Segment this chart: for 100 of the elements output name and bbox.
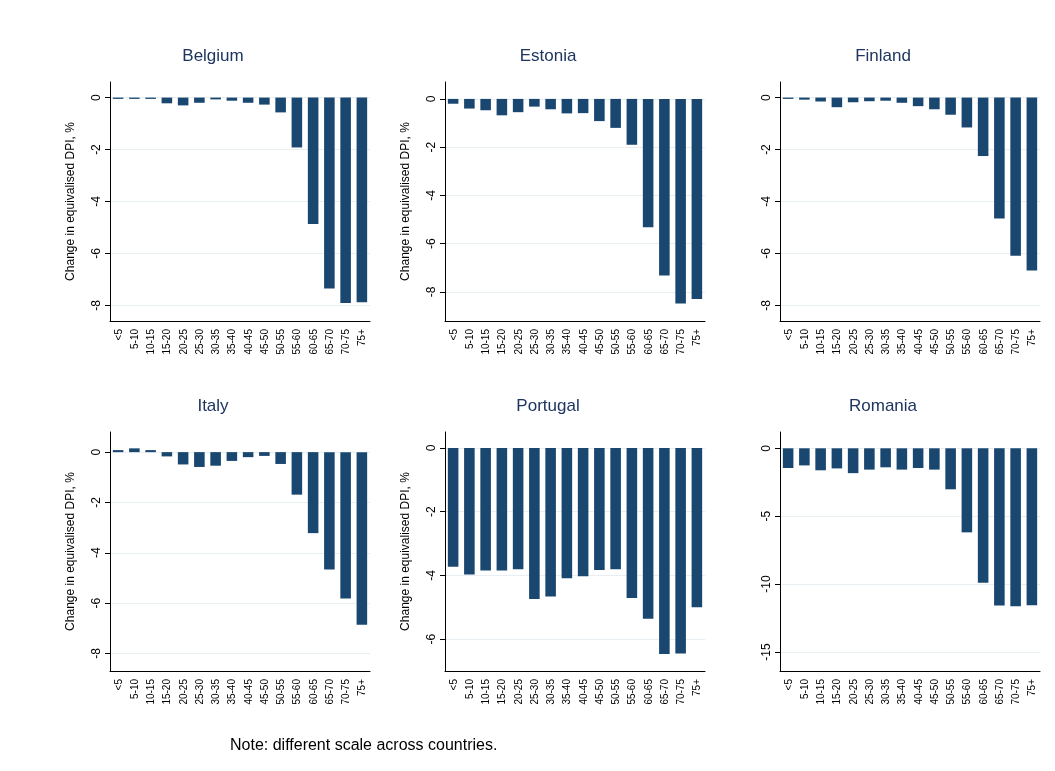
x-tick-label: 75+ <box>1026 328 1038 346</box>
x-tick-label: 10-15 <box>145 328 157 355</box>
y-tick-label: -2 <box>424 141 438 153</box>
y-tick-label: -8 <box>89 299 103 311</box>
x-tick-label: 65-70 <box>658 328 670 355</box>
x-tick-label: 20-25 <box>512 678 524 705</box>
x-tick-label: 30-35 <box>545 678 557 705</box>
x-tick-label: 15-20 <box>831 328 843 355</box>
x-tick-label: 70-75 <box>675 328 687 355</box>
x-tick-label: 45-50 <box>928 678 940 705</box>
y-tick-label: -2 <box>89 496 103 508</box>
x-tick-label: 35-40 <box>226 328 238 355</box>
x-tick-label: 25-30 <box>528 678 540 705</box>
y-tick-label: 0 <box>89 448 103 456</box>
x-tick-label: 55-60 <box>961 328 973 355</box>
x-tick-label: <5 <box>782 328 794 341</box>
y-tick-label: -8 <box>89 647 103 659</box>
x-tick-label: 50-55 <box>610 678 622 705</box>
y-tick-label: -10 <box>759 575 773 593</box>
y-tick-label: -6 <box>89 247 103 259</box>
x-tick-label: 25-30 <box>863 328 875 355</box>
y-axis-title: Change in equivalised DPI, % <box>398 471 412 631</box>
x-tick-label: 55-60 <box>291 678 303 705</box>
x-tick-label: 45-50 <box>593 678 605 705</box>
x-tick-label: 30-35 <box>880 328 892 355</box>
y-axis-title: Change in equivalised DPI, % <box>398 121 412 281</box>
x-tick-label: 60-65 <box>977 328 989 355</box>
x-tick-label: 15-20 <box>161 678 173 705</box>
x-tick-label: 45-50 <box>928 328 940 355</box>
y-tick-label: -6 <box>759 247 773 259</box>
x-tick-label: 30-35 <box>880 678 892 705</box>
chart-title: Finland <box>855 46 911 65</box>
y-axis-title: Change in equivalised DPI, % <box>63 121 77 281</box>
x-tick-label: 20-25 <box>177 678 189 705</box>
x-tick-label: 40-45 <box>912 328 924 355</box>
x-tick-label: 25-30 <box>528 328 540 355</box>
x-tick-label: 40-45 <box>577 678 589 705</box>
x-tick-label: 50-55 <box>945 328 957 355</box>
x-tick-label: 35-40 <box>561 678 573 705</box>
x-tick-label: 5-10 <box>798 328 810 350</box>
x-tick-label: 60-65 <box>642 678 654 705</box>
x-tick-label: 35-40 <box>561 328 573 355</box>
x-tick-label: 30-35 <box>210 328 222 355</box>
y-tick-label: -4 <box>89 195 103 207</box>
x-tick-label: 5-10 <box>128 678 140 700</box>
x-tick-label: 60-65 <box>307 328 319 355</box>
chart-title: Romania <box>848 396 918 415</box>
x-tick-label: 35-40 <box>896 678 908 705</box>
x-tick-label: 25-30 <box>863 678 875 705</box>
x-tick-label: 50-55 <box>610 328 622 355</box>
x-tick-label: 40-45 <box>242 678 254 705</box>
x-tick-label: <5 <box>112 678 124 691</box>
x-tick-label: 65-70 <box>323 328 335 355</box>
x-tick-label: 40-45 <box>912 678 924 705</box>
x-tick-label: 5-10 <box>128 328 140 350</box>
x-tick-label: <5 <box>782 678 794 691</box>
x-tick-label: 10-15 <box>815 328 827 355</box>
x-tick-label: 20-25 <box>847 678 859 705</box>
x-tick-label: 45-50 <box>258 678 270 705</box>
x-tick-label: 55-60 <box>961 678 973 705</box>
x-tick-label: 5-10 <box>463 678 475 700</box>
y-tick-label: 0 <box>424 444 438 452</box>
x-tick-label: 5-10 <box>463 328 475 350</box>
x-tick-label: 10-15 <box>480 678 492 705</box>
x-tick-label: 65-70 <box>993 328 1005 355</box>
y-tick-label: 0 <box>424 95 438 103</box>
y-tick-label: -2 <box>89 143 103 155</box>
y-tick-label: -15 <box>759 642 773 661</box>
x-tick-label: 60-65 <box>642 328 654 355</box>
x-tick-label: 75+ <box>356 328 368 346</box>
x-tick-label: 10-15 <box>145 678 157 705</box>
y-tick-label: 0 <box>759 93 773 101</box>
y-tick-label: -4 <box>424 569 438 581</box>
chart-title: Italy <box>197 396 230 415</box>
x-tick-label: 35-40 <box>226 678 238 705</box>
chart-title: Portugal <box>516 396 580 415</box>
x-tick-label: 20-25 <box>512 328 524 355</box>
y-tick-label: -6 <box>424 238 438 250</box>
x-tick-label: 70-75 <box>340 678 352 705</box>
x-tick-label: 60-65 <box>977 678 989 705</box>
x-tick-label: 15-20 <box>496 678 508 705</box>
x-tick-label: 45-50 <box>258 328 270 355</box>
chart-title: Estonia <box>519 46 577 65</box>
x-tick-label: 35-40 <box>896 328 908 355</box>
y-tick-label: 0 <box>89 93 103 101</box>
x-tick-label: 75+ <box>356 678 368 696</box>
x-tick-label: 40-45 <box>577 328 589 355</box>
x-tick-label: 50-55 <box>275 678 287 705</box>
y-tick-label: 0 <box>759 444 773 452</box>
x-tick-label: 25-30 <box>193 678 205 705</box>
x-tick-label: 55-60 <box>626 678 638 705</box>
x-tick-label: 15-20 <box>831 678 843 705</box>
y-axis-title: Change in equivalised DPI, % <box>63 471 77 631</box>
x-tick-label: 30-35 <box>545 328 557 355</box>
text: Note: different scale across countries. <box>230 736 498 754</box>
y-tick-label: -2 <box>759 143 773 155</box>
x-tick-label: 70-75 <box>340 328 352 355</box>
x-tick-label: 75+ <box>691 678 703 696</box>
x-tick-label: 50-55 <box>945 678 957 705</box>
x-tick-label: 40-45 <box>242 328 254 355</box>
